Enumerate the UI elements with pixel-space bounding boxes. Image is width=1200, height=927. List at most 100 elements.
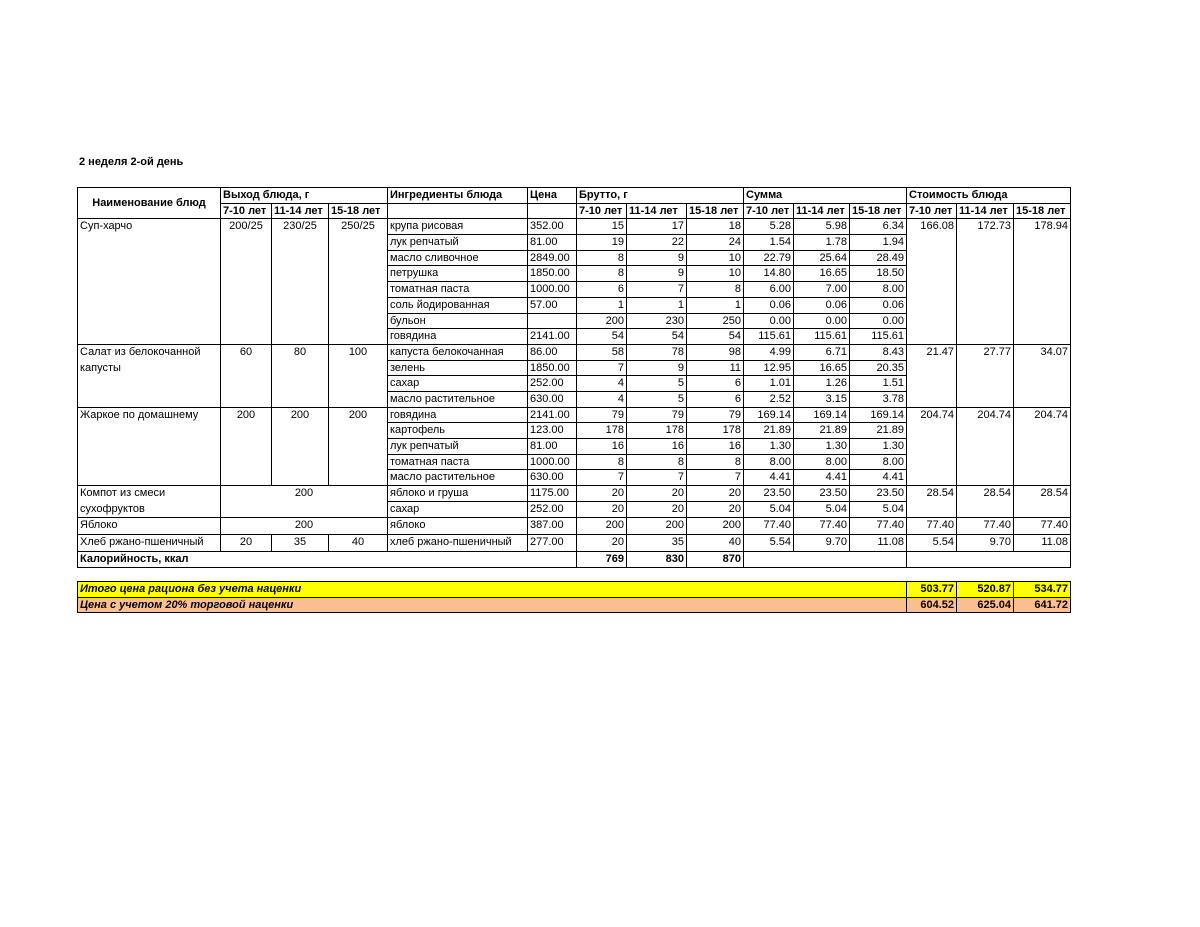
ingredient-brutto: 20	[626, 501, 687, 519]
ingredient-brutto: 8	[685, 281, 745, 298]
ingredient-sum: 1.78	[793, 234, 851, 251]
dish-yield: 35	[271, 534, 329, 552]
dish-cost: 34.07	[1013, 343, 1072, 408]
ingredient-name: масло сливочное	[387, 249, 528, 267]
dish-yield: 200	[220, 517, 388, 536]
ingredient-sum: 4.99	[743, 343, 795, 361]
ingredient-name: хлеб ржано-пшеничный	[387, 534, 528, 552]
ingredient-brutto: 230	[626, 312, 687, 330]
dish-cost: 204.74	[956, 406, 1015, 487]
ingredient-sum: 21.89	[743, 422, 795, 439]
ingredient-brutto: 16	[685, 438, 745, 455]
ingredient-sum: 1.30	[793, 438, 851, 455]
ingredient-sum: 5.04	[743, 501, 795, 519]
dish-cost: 77.40	[906, 517, 958, 536]
ingredient-brutto: 6	[685, 375, 745, 392]
ingredient-price: 277.00	[527, 534, 577, 552]
ingredient-brutto: 54	[626, 328, 687, 345]
ingredient-brutto: 7	[576, 469, 627, 487]
ingredient-sum: 28.49	[849, 249, 908, 267]
table-row: Яблоко 200 яблоко 387.00 200 200 200 77.40 77.40…	[77, 517, 1072, 536]
ingredient-name: лук репчатый	[387, 234, 528, 251]
ingredient-sum: 5.04	[793, 501, 851, 519]
ingredient-sum: 0.06	[793, 296, 851, 314]
ingredient-sum: 0.00	[743, 312, 795, 330]
ingredient-brutto: 20	[626, 485, 687, 503]
ingredient-sum: 8.43	[849, 343, 908, 361]
table-row: Салат из белокочанной капусты 60 80 100 капу…	[77, 343, 1072, 408]
header-age: 11-14 лет	[793, 202, 851, 220]
ingredient-name: томатная паста	[387, 281, 528, 298]
ingredient-brutto: 20	[685, 501, 745, 519]
ingredient-brutto: 178	[626, 422, 687, 439]
ingredient-sum: 115.61	[849, 328, 908, 345]
table-row: лук репчатый 81.00 19 22 24 1.54 1.78 1.94	[78, 234, 1071, 251]
dish-yield: 250/25	[328, 218, 388, 345]
header-ingredients: Ингредиенты блюда	[387, 187, 528, 204]
ingredient-price: 81.00	[527, 234, 577, 251]
dish-name: Жаркое по домашнему	[77, 406, 221, 487]
header-price: Цена	[527, 187, 577, 204]
ingredient-brutto: 20	[576, 534, 627, 552]
table-row: лук репчатый 81.00 16 16 16 1.30 1.30 1.30	[78, 438, 1071, 455]
ingredient-name: яблоко	[387, 517, 528, 536]
totals-label: Цена с учетом 20% торговой наценки	[77, 596, 907, 613]
ingredient-price: 1000.00	[527, 281, 577, 298]
ingredient-price: 352.00	[527, 218, 577, 236]
ingredient-brutto: 4	[576, 390, 627, 408]
ingredient-brutto: 79	[626, 406, 687, 424]
ingredient-sum: 14.80	[743, 265, 795, 283]
ingredient-name: говядина	[387, 406, 528, 424]
ingredient-price: 387.00	[527, 517, 577, 536]
header-age: 11-14 лет	[956, 202, 1015, 220]
ingredient-sum: 21.89	[793, 422, 851, 439]
table-row: масло растительное 630.00 4 5 6 2.52 3.15 3.78	[78, 390, 1071, 408]
ingredient-brutto: 250	[685, 312, 745, 330]
dish-cost: 77.40	[1013, 517, 1072, 536]
ingredient-brutto: 5	[626, 390, 687, 408]
ingredient-brutto: 16	[626, 438, 687, 455]
dish-yield: 200	[328, 406, 388, 487]
dish-cost: 11.08	[1013, 534, 1072, 552]
ingredient-sum: 7.00	[793, 281, 851, 298]
dish-cost: 172.73	[956, 218, 1015, 345]
ingredient-sum: 5.98	[793, 218, 851, 236]
dish-cost: 9.70	[956, 534, 1015, 552]
ingredient-price: 630.00	[527, 390, 577, 408]
ingredient-brutto: 200	[576, 312, 627, 330]
ingredient-price: 1000.00	[527, 453, 577, 471]
header-age: 7-10 лет	[576, 202, 627, 220]
ingredient-name: яблоко и груша	[387, 485, 528, 503]
calories-value: 830	[626, 550, 687, 568]
ingredient-brutto: 11	[685, 359, 745, 377]
ingredient-price: 1850.00	[527, 359, 577, 377]
ingredient-brutto: 98	[685, 343, 745, 361]
totals-value: 604.52	[906, 596, 957, 613]
dish-cost: 28.54	[956, 485, 1015, 519]
ingredient-brutto: 1	[626, 296, 687, 314]
ingredient-price: 252.00	[527, 501, 577, 519]
ingredient-brutto: 22	[626, 234, 687, 251]
ingredient-name: петрушка	[387, 265, 528, 283]
ingredient-sum: 77.40	[743, 517, 795, 536]
ingredient-sum: 8.00	[793, 453, 851, 471]
header-dish-name: Наименование блюд	[77, 186, 221, 220]
ingredient-brutto: 178	[576, 422, 627, 439]
ingredient-brutto: 6	[685, 390, 745, 408]
ingredient-sum: 23.50	[793, 485, 851, 503]
ingredient-brutto: 54	[576, 328, 627, 345]
ingredient-sum: 18.50	[849, 265, 908, 283]
dish-cost: 77.40	[956, 517, 1015, 536]
dish-yield: 200	[271, 406, 329, 487]
ingredient-price: 1850.00	[527, 265, 577, 283]
dish-yield: 200	[220, 485, 388, 519]
table-row: томатная паста 1000.00 8 8 8 8.00 8.00 8.00	[78, 453, 1071, 471]
dish-name: Хлеб ржано-пшеничный	[77, 534, 221, 552]
ingredient-sum: 0.00	[849, 312, 908, 330]
dish-yield: 40	[328, 534, 388, 552]
header-age: 15-18 лет	[849, 202, 908, 220]
ingredient-name: говядина	[387, 328, 528, 345]
ingredient-sum: 3.78	[849, 390, 908, 408]
ingredient-sum: 25.64	[793, 249, 851, 267]
header-age: 7-10 лет	[220, 202, 272, 220]
